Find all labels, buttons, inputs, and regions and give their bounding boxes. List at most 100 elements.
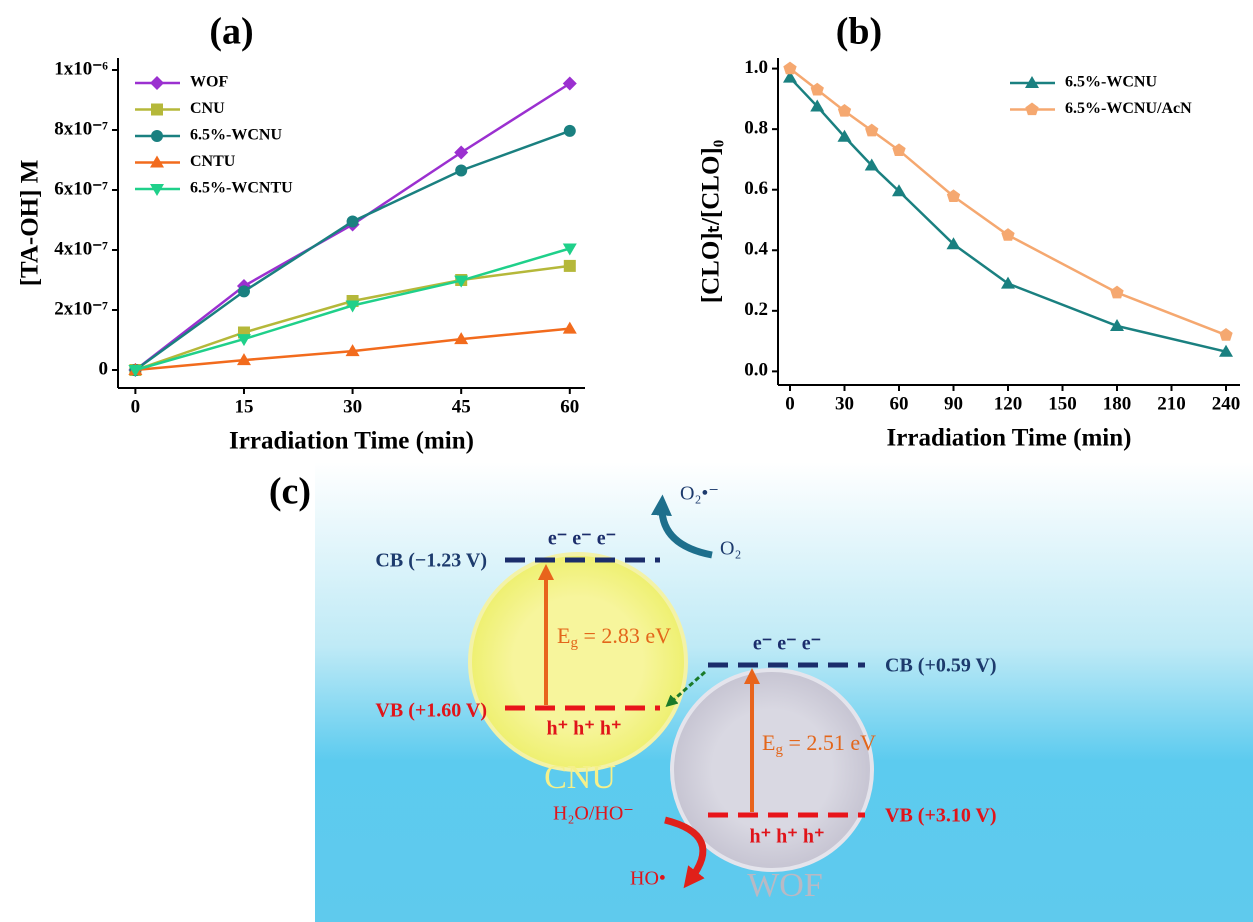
y-tick-label: 4x10⁻⁷ <box>54 238 108 259</box>
marker <box>562 76 577 91</box>
wof-cb: CB (+0.59 V) <box>885 655 997 677</box>
oxygen: O₂ <box>720 538 741 560</box>
x-tick-label: 0 <box>785 393 795 414</box>
y-tick-label: 0.6 <box>744 178 768 199</box>
x-tick-label: 60 <box>560 396 579 417</box>
diagram: (c) CB (−1.23 V) VB (+1.60 V) e⁻ e⁻ e⁻ h… <box>269 462 1253 922</box>
marker <box>783 61 797 75</box>
eg-sub: g <box>775 742 783 758</box>
x-tick-label: 240 <box>1212 393 1241 414</box>
marker <box>1025 102 1039 116</box>
marker <box>837 129 852 142</box>
hydroxyl: HO• <box>630 868 666 890</box>
cnu-label: CNU <box>544 759 616 796</box>
y-tick-label: 0.8 <box>744 118 768 139</box>
marker <box>150 155 164 168</box>
marker <box>454 275 469 288</box>
marker <box>454 332 469 345</box>
legend-label: 6.5%-WCNU <box>1065 74 1157 91</box>
marker <box>454 145 469 160</box>
y-tick-label: 6x10⁻⁷ <box>54 178 108 199</box>
x-tick-label: 60 <box>889 393 908 414</box>
y-tick-label: 0.0 <box>744 360 768 381</box>
y-axis-label: [TA-OH] M <box>17 160 44 287</box>
x-tick-label: 120 <box>994 393 1023 414</box>
marker <box>946 189 961 203</box>
legend-label: 6.5%-WCNU <box>190 127 282 144</box>
marker <box>563 259 576 272</box>
y-tick-label: 0.2 <box>744 299 768 320</box>
panel-label: (c) <box>269 471 311 513</box>
marker <box>810 82 824 96</box>
cnu-holes: h⁺ h⁺ h⁺ <box>546 718 621 740</box>
y-axis-label: [CLO]ₜ/[CLO]₀ <box>698 140 725 303</box>
marker <box>151 103 163 116</box>
oxygen-arrow <box>650 494 713 559</box>
legend-label: 6.5%-WCNTU <box>190 180 293 197</box>
marker <box>1110 285 1124 299</box>
marker <box>864 158 879 171</box>
cnu-circle <box>468 552 688 772</box>
marker <box>150 76 164 90</box>
legend-label: CNU <box>190 100 225 117</box>
marker <box>837 103 852 117</box>
x-axis-label: Irradiation Time (min) <box>887 425 1132 452</box>
x-tick-label: 15 <box>234 396 253 417</box>
y-tick-label: 1x10⁻⁶ <box>54 58 108 79</box>
eg-symbol: E <box>557 623 570 648</box>
wof-holes: h⁺ h⁺ h⁺ <box>749 826 824 848</box>
marker <box>151 130 163 142</box>
marker <box>150 184 164 196</box>
marker <box>782 70 797 83</box>
marker <box>236 334 251 347</box>
eg-value: = 2.83 eV <box>578 623 671 648</box>
x-tick-label: 30 <box>343 396 362 417</box>
x-tick-label: 45 <box>452 396 471 417</box>
water-arrow <box>664 816 707 889</box>
marker <box>810 99 825 112</box>
y-tick-label: 8x10⁻⁷ <box>54 118 108 139</box>
legend-label: CNTU <box>190 153 236 170</box>
cnu-eg: Eg = 2.83 eV <box>557 623 671 651</box>
marker <box>1110 318 1125 331</box>
wof-label: WOF <box>747 867 823 904</box>
marker <box>1025 76 1039 88</box>
y-tick-label: 1.0 <box>744 57 768 78</box>
marker <box>237 285 250 298</box>
cnu-vb: VB (+1.60 V) <box>375 700 487 722</box>
panel-label: (b) <box>836 11 882 53</box>
x-tick-label: 30 <box>835 393 854 414</box>
marker <box>345 344 360 357</box>
marker <box>891 184 906 197</box>
legend-label: 6.5%-WCNU/AcN <box>1065 100 1192 117</box>
marker <box>562 243 577 256</box>
eg-sub: g <box>570 635 578 651</box>
marker <box>236 353 251 366</box>
marker <box>346 215 359 228</box>
eg-value: = 2.51 eV <box>783 730 876 755</box>
marker <box>562 321 577 334</box>
marker <box>892 143 906 157</box>
legend-label: WOF <box>190 74 228 91</box>
cnu-electrons: e⁻ e⁻ e⁻ <box>548 528 616 550</box>
marker <box>128 365 143 377</box>
x-tick-label: 90 <box>944 393 963 414</box>
marker <box>1219 344 1234 357</box>
x-tick-label: 180 <box>1103 393 1132 414</box>
wof-eg: Eg = 2.51 eV <box>762 730 876 758</box>
wof-circle <box>670 668 874 872</box>
cnu-cb: CB (−1.23 V) <box>375 550 487 572</box>
marker <box>1001 276 1016 289</box>
marker <box>455 164 468 177</box>
water: H₂O/HO⁻ <box>553 803 634 825</box>
x-tick-label: 210 <box>1157 393 1186 414</box>
marker <box>563 124 576 137</box>
y-tick-label: 0.4 <box>744 239 768 260</box>
superoxide: O₂•⁻ <box>680 483 719 505</box>
marker <box>345 300 360 313</box>
marker <box>1001 228 1015 241</box>
x-tick-label: 150 <box>1048 393 1077 414</box>
eg-symbol: E <box>762 730 775 755</box>
marker <box>946 237 961 250</box>
